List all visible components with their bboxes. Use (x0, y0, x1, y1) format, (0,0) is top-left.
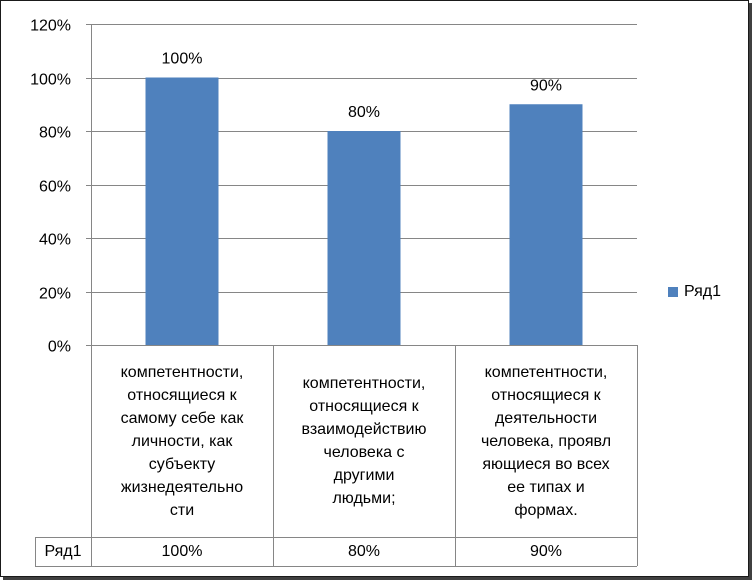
table-value-cell: 80% (347, 542, 381, 560)
data-label: 80% (348, 104, 380, 121)
category-label: компетентности, относящиеся к самому себе … (120, 363, 244, 519)
bar (327, 131, 401, 345)
y-tick-label: 40% (39, 232, 71, 249)
y-tick-label: 80% (39, 125, 71, 142)
y-tick-label: 120% (30, 18, 71, 35)
y-tick-label: 100% (30, 72, 71, 89)
bar (145, 77, 219, 345)
table-series-label: Ряд1 (44, 542, 82, 560)
legend-swatch (668, 287, 678, 297)
table-value-cell: 100% (161, 542, 203, 560)
data-label: 100% (162, 51, 203, 68)
legend-label: Ряд1 (684, 283, 722, 300)
y-tick-label: 60% (39, 179, 71, 196)
legend: Ряд1 (668, 283, 721, 301)
table-value-cell: 90% (529, 542, 563, 560)
category-label: компетентности, относящиеся к взаимодейств… (301, 375, 427, 507)
data-label: 90% (530, 77, 562, 94)
y-tick-label: 20% (39, 286, 71, 303)
category-label: компетентности, относящиеся к деятельности… (480, 363, 612, 519)
y-tick-label: 0% (48, 339, 71, 356)
bar (509, 104, 583, 345)
